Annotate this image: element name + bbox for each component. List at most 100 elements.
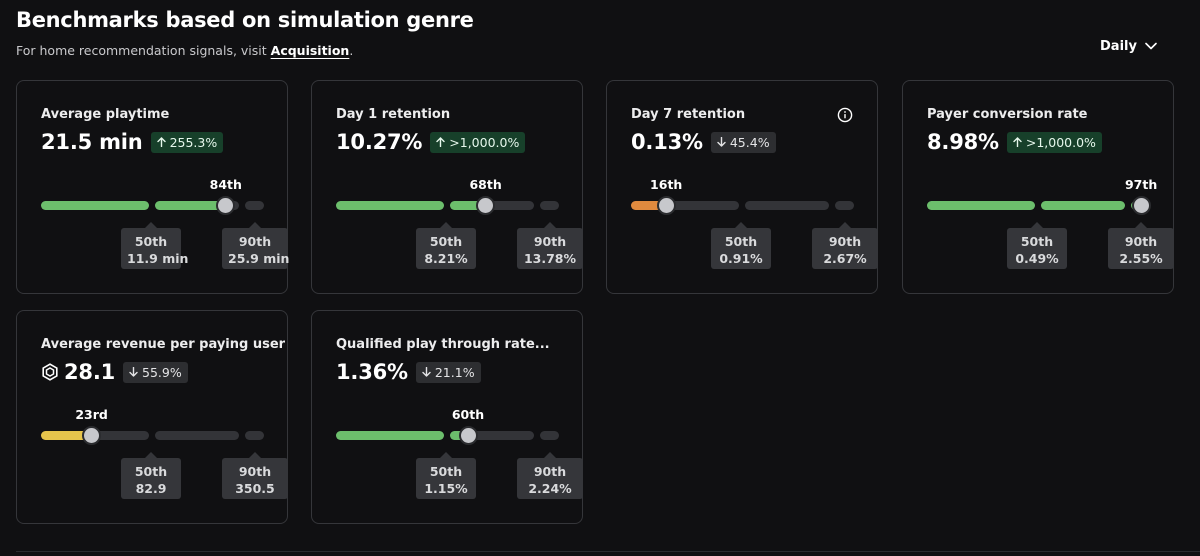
metric-value-row: 10.27% >1,000.0% bbox=[336, 129, 526, 155]
arrow-up-icon bbox=[436, 137, 445, 147]
percentile-bar-segment bbox=[245, 431, 264, 440]
p90-value: 13.78% bbox=[523, 251, 577, 266]
metric-value: 1.36% bbox=[336, 360, 408, 384]
percentile-bar-segment bbox=[336, 201, 444, 210]
percentile-bar-segment bbox=[835, 201, 854, 210]
percentile-label: 16th bbox=[650, 177, 683, 192]
p50-value: 0.49% bbox=[1015, 251, 1059, 266]
metric-label: Average playtime bbox=[41, 107, 170, 122]
arrow-down-icon bbox=[717, 137, 726, 147]
percentile-label: 68th bbox=[469, 177, 502, 192]
p50-marker: 50th 8.21% bbox=[416, 222, 476, 269]
p50-value: 1.15% bbox=[424, 481, 468, 496]
metric-label: Qualified play through rate... bbox=[336, 337, 550, 352]
chevron-down-icon bbox=[1145, 42, 1157, 50]
p50-marker: 50th 11.9 min bbox=[121, 222, 188, 269]
p90-label: 90th bbox=[533, 234, 567, 249]
metric-label: Day 7 retention bbox=[631, 107, 746, 122]
percentile-bar-segment bbox=[155, 431, 239, 440]
delta-badge: 45.4% bbox=[710, 131, 776, 153]
metric-value: 28.1 bbox=[64, 360, 116, 384]
p50-marker: 50th 1.15% bbox=[416, 452, 476, 499]
p90-marker: 90th 2.67% bbox=[812, 222, 878, 269]
delta-badge: >1,000.0% bbox=[1006, 131, 1102, 153]
delta-value: 45.4% bbox=[729, 134, 770, 150]
percentile-knob bbox=[458, 426, 478, 445]
p50-value: 8.21% bbox=[424, 251, 468, 266]
metric-value: 10.27% bbox=[336, 130, 423, 154]
percentile-knob bbox=[216, 196, 236, 215]
p90-label: 90th bbox=[533, 464, 567, 479]
p50-label: 50th bbox=[134, 234, 168, 249]
p50-label: 50th bbox=[429, 234, 463, 249]
p50-value: 82.9 bbox=[135, 481, 167, 496]
metric-value-row: 21.5 min 255.3% bbox=[41, 129, 224, 155]
metric-value: 0.13% bbox=[631, 130, 703, 154]
subtitle-text: For home recommendation signals, visit bbox=[16, 43, 271, 58]
p50-marker: 50th 0.91% bbox=[711, 222, 771, 269]
percentile-bar-segment bbox=[245, 201, 264, 210]
percentile-bar-segment bbox=[450, 431, 534, 440]
p90-label: 90th bbox=[1124, 234, 1158, 249]
delta-value: 255.3% bbox=[169, 134, 218, 150]
delta-value: >1,000.0% bbox=[1025, 134, 1096, 150]
percentile-knob bbox=[1131, 196, 1151, 215]
acquisition-link[interactable]: Acquisition bbox=[270, 43, 350, 58]
percentile-bar-segment bbox=[745, 201, 829, 210]
p50-marker: 50th 82.9 bbox=[121, 452, 181, 499]
p90-marker: 90th 25.9 min bbox=[222, 222, 290, 269]
arrow-up-icon bbox=[156, 137, 166, 147]
metric-value: 21.5 min bbox=[41, 130, 143, 154]
metric-value-row: 8.98% >1,000.0% bbox=[927, 129, 1102, 155]
metric-value-row: 1.36% 21.1% bbox=[336, 359, 481, 385]
p90-value: 25.9 min bbox=[228, 251, 290, 266]
subtitle-suffix: . bbox=[349, 43, 354, 58]
delta-badge: 21.1% bbox=[415, 361, 481, 383]
percentile-bar-segment bbox=[927, 201, 1035, 210]
metric-label: Payer conversion rate bbox=[927, 107, 1088, 122]
p50-marker: 50th 0.49% bbox=[1007, 222, 1067, 269]
metric-value-row: 0.13% 45.4% bbox=[631, 129, 776, 155]
metric-value: 8.98% bbox=[927, 130, 999, 154]
delta-value: 55.9% bbox=[142, 364, 182, 380]
info-icon[interactable] bbox=[837, 107, 853, 123]
period-selector[interactable]: Daily bbox=[1100, 36, 1157, 56]
p50-label: 50th bbox=[134, 464, 168, 479]
p90-label: 90th bbox=[238, 234, 272, 249]
percentile-bar-segment bbox=[631, 201, 739, 210]
p90-marker: 90th 2.24% bbox=[517, 452, 583, 499]
p50-value: 0.91% bbox=[719, 251, 763, 266]
delta-value: 21.1% bbox=[434, 364, 475, 380]
percentile-label: 97th bbox=[1124, 177, 1158, 192]
benchmark-card: Payer conversion rate 8.98% >1,000.0% 97th 5… bbox=[902, 80, 1174, 294]
percentile-knob bbox=[476, 196, 496, 215]
delta-value: >1,000.0% bbox=[449, 134, 520, 150]
p90-value: 2.67% bbox=[823, 251, 867, 266]
arrow-down-icon bbox=[129, 367, 138, 377]
page-subtitle: For home recommendation signals, visit A… bbox=[16, 43, 353, 58]
percentile-knob bbox=[82, 426, 102, 445]
p50-label: 50th bbox=[429, 464, 463, 479]
percentile-bar-segment bbox=[336, 431, 444, 440]
divider bbox=[16, 551, 1200, 552]
arrow-up-icon bbox=[1013, 137, 1022, 147]
percentile-label: 84th bbox=[209, 177, 242, 192]
metric-label: Day 1 retention bbox=[336, 107, 451, 122]
percentile-bar-segment bbox=[155, 201, 239, 210]
percentile-bar-segment bbox=[1041, 201, 1125, 210]
percentile-label: 60th bbox=[451, 407, 485, 422]
benchmark-card: Day 1 retention 10.27% >1,000.0% 68th 50th 8.… bbox=[311, 80, 583, 294]
percentile-bar-segment bbox=[41, 201, 149, 210]
benchmark-card: Average playtime 21.5 min 255.3% 84th 50th 11… bbox=[16, 80, 290, 294]
percentile-bar-segment bbox=[540, 201, 559, 210]
p90-label: 90th bbox=[238, 464, 272, 479]
p90-value: 2.55% bbox=[1119, 251, 1163, 266]
percentile-label: 23rd bbox=[75, 407, 108, 422]
percentile-bar-segment bbox=[540, 431, 559, 440]
arrow-down-icon bbox=[422, 367, 431, 377]
robux-icon bbox=[42, 363, 58, 381]
delta-badge: 255.3% bbox=[150, 131, 224, 153]
p90-value: 350.5 bbox=[235, 481, 275, 496]
delta-badge: 55.9% bbox=[123, 361, 188, 383]
metric-value-row: 28.1 55.9% bbox=[41, 359, 188, 385]
